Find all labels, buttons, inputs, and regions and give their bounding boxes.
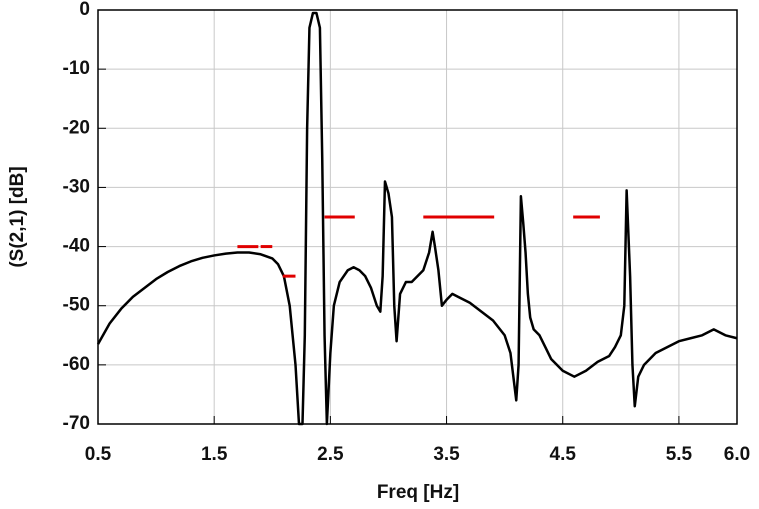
x-tick-label: 6.0 (724, 444, 750, 465)
x-tick-label: 1.5 (201, 444, 228, 465)
y-tick-label: -10 (63, 58, 90, 79)
x-tick-label: 5.5 (666, 444, 693, 465)
y-axis-label: (S(2,1) [dB] (7, 166, 28, 267)
y-tick-label: -70 (63, 413, 90, 434)
y-tick-label: -30 (63, 176, 90, 197)
y-tick-label: 0 (79, 0, 90, 20)
x-axis-label: Freq [Hz] (377, 482, 459, 503)
y-tick-label: -40 (63, 236, 90, 257)
series-line (96, 11, 738, 426)
y-tick-label: -20 (63, 117, 90, 138)
y-tick-label: -60 (63, 354, 90, 375)
x-tick-label: 0.5 (85, 444, 112, 465)
x-tick-label: 2.5 (317, 444, 344, 465)
plot-frame (97, 9, 738, 425)
x-tick-label: 3.5 (433, 444, 460, 465)
y-tick-label: -50 (63, 295, 90, 316)
x-tick-label: 4.5 (550, 444, 577, 465)
